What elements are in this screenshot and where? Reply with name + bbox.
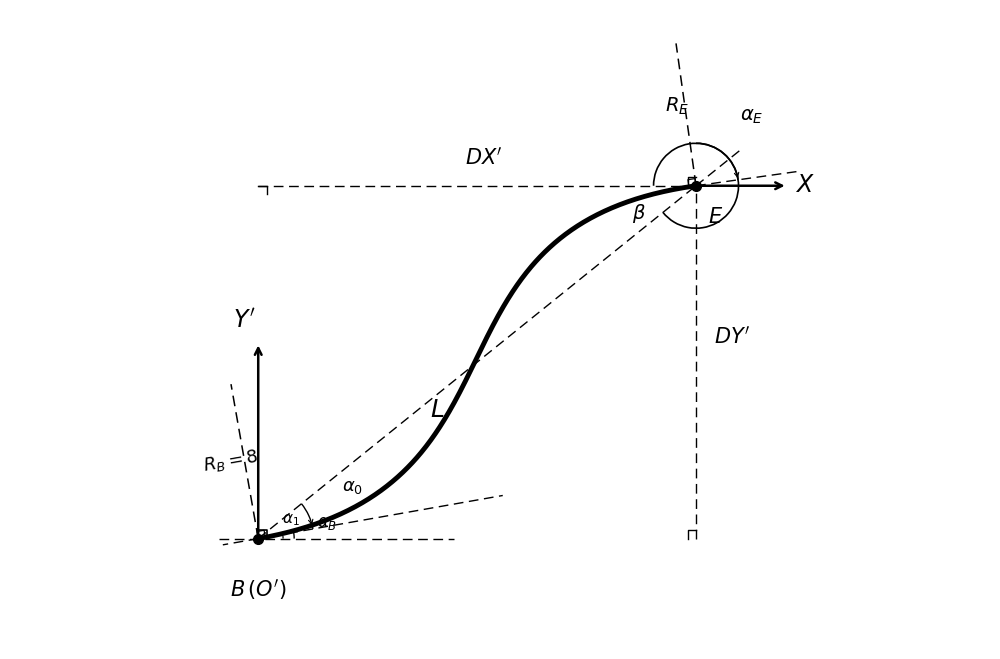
Text: $L$: $L$ [430, 399, 445, 422]
Text: $B\,(O')$: $B\,(O')$ [230, 577, 287, 602]
Text: $R_B{=}8$: $R_B{=}8$ [202, 447, 260, 476]
Text: $\alpha_0$: $\alpha_0$ [342, 478, 364, 496]
Text: $\alpha_E$: $\alpha_E$ [740, 108, 763, 127]
Text: $E$: $E$ [708, 207, 723, 227]
Text: $DX'$: $DX'$ [465, 146, 503, 168]
Text: $\alpha_1$: $\alpha_1$ [282, 513, 300, 528]
Text: $\alpha_B$: $\alpha_B$ [317, 515, 337, 532]
Text: $Y'$: $Y'$ [233, 309, 255, 333]
Text: $\beta$: $\beta$ [632, 202, 645, 225]
Text: $DY'$: $DY'$ [714, 325, 751, 347]
Text: $X$: $X$ [795, 174, 815, 197]
Text: $R_E$: $R_E$ [665, 96, 689, 117]
